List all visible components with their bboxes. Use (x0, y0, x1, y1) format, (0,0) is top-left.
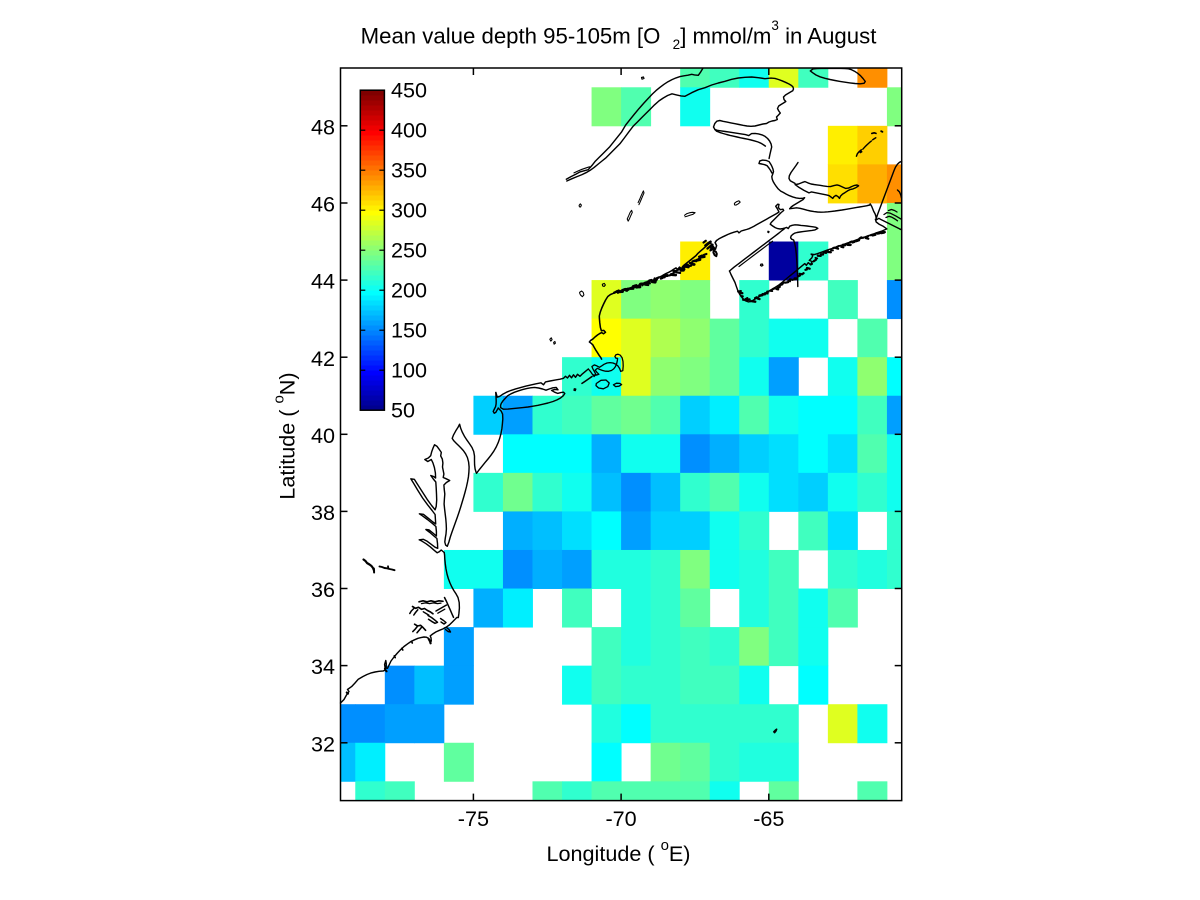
svg-text:42: 42 (311, 346, 335, 371)
svg-text:46: 46 (311, 192, 335, 217)
svg-text:34: 34 (311, 654, 335, 679)
svg-text:Latitude ( oN): Latitude ( oN) (271, 372, 300, 499)
svg-text:Longitude ( oE): Longitude ( oE) (547, 837, 691, 866)
svg-text:48: 48 (311, 114, 335, 139)
svg-text:38: 38 (311, 500, 335, 525)
svg-text:100: 100 (391, 358, 427, 383)
svg-text:-75: -75 (458, 806, 489, 831)
svg-text:150: 150 (391, 318, 427, 343)
svg-text:36: 36 (311, 577, 335, 602)
svg-text:350: 350 (391, 158, 427, 183)
svg-text:40: 40 (311, 423, 335, 448)
svg-text:250: 250 (391, 238, 427, 263)
svg-text:44: 44 (311, 269, 335, 294)
svg-text:450: 450 (391, 78, 427, 103)
svg-text:Mean value depth 95-105m [O 2: Mean value depth 95-105m [O 2] mmol/m3 i… (361, 18, 877, 52)
svg-text:32: 32 (311, 731, 335, 756)
svg-text:200: 200 (391, 278, 427, 303)
svg-text:400: 400 (391, 118, 427, 143)
svg-text:-70: -70 (605, 806, 636, 831)
svg-text:-65: -65 (753, 806, 784, 831)
svg-text:300: 300 (391, 198, 427, 223)
svg-text:50: 50 (391, 398, 415, 423)
